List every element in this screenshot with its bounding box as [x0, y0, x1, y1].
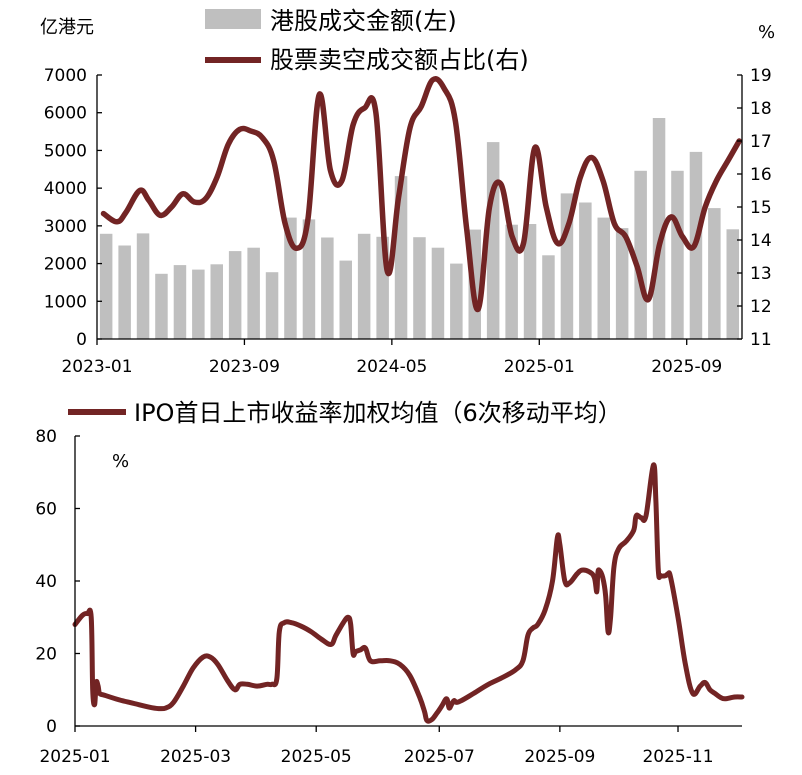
right-tick-label: 18 [750, 99, 772, 119]
bar-24 [542, 255, 555, 339]
x-tick-label: 2025-07 [404, 747, 475, 767]
bar-14 [357, 233, 371, 339]
legend-label-line: 股票卖空成交额占比(右) [270, 46, 529, 74]
left-tick-label: 1000 [44, 292, 87, 312]
bar-28 [615, 228, 629, 339]
bar-3 [155, 273, 168, 339]
bar-7 [228, 251, 242, 339]
right-unit-label: % [758, 22, 775, 43]
legend-top: 港股成交金额(左) 股票卖空成交额占比(右) [205, 7, 529, 74]
bar-6 [210, 264, 223, 339]
bottom-unit-label: % [112, 451, 129, 472]
bar-30 [652, 118, 666, 339]
x-tick-label: 2025-05 [281, 747, 352, 767]
left-tick-label: 5000 [44, 141, 87, 161]
chart-top: 0 1000 2000 3000 4000 5000 6000 7000 11 12 13 14 15 1… [40, 7, 775, 377]
left-tick-label: 4000 [44, 179, 87, 199]
x-tick-label: 2025-03 [160, 747, 231, 767]
left-tick-label: 0 [76, 330, 87, 350]
bar-8 [247, 247, 260, 339]
right-tick-label: 12 [750, 297, 772, 317]
legend-bottom: IPO首日上市收益率加权均值（6次移动平均） [68, 399, 622, 427]
right-tick-label: 15 [750, 198, 772, 218]
bar-13 [339, 260, 352, 339]
bar-11 [302, 219, 316, 339]
bar-5 [192, 269, 205, 339]
bar-34 [726, 229, 739, 339]
y-tick-label: 0 [46, 717, 57, 737]
y-tick-label: 20 [35, 645, 57, 665]
x-tick-label: 2025-01 [504, 357, 575, 377]
y-tick-label: 80 [35, 427, 57, 447]
right-tick-label: 19 [750, 66, 772, 86]
left-tick-label: 2000 [44, 255, 87, 275]
right-tick-label: 16 [750, 165, 772, 185]
bar-0 [99, 233, 113, 339]
bar-23 [523, 224, 537, 339]
bar-12 [321, 237, 334, 339]
left-tick-label: 7000 [44, 66, 87, 86]
bar-2 [136, 233, 150, 339]
line-series-short-ratio [100, 76, 742, 313]
bar-17 [413, 237, 426, 339]
legend-label-bar: 港股成交金额(左) [270, 7, 457, 35]
bar-27 [597, 217, 610, 339]
bar-26 [579, 202, 592, 339]
bar-33 [708, 208, 721, 339]
x-tick-label: 2025-09 [524, 747, 595, 767]
bar-18 [431, 247, 445, 339]
right-tick-label: 11 [750, 330, 772, 350]
x-tick-label: 2025-09 [651, 357, 722, 377]
bar-25 [560, 193, 574, 339]
bar-19 [450, 263, 463, 339]
x-tick-label: 2025-11 [642, 747, 713, 767]
right-tick-label: 13 [750, 264, 772, 284]
right-tick-label: 17 [750, 132, 772, 152]
legend-swatch-bar [205, 9, 261, 29]
left-tick-label: 6000 [44, 104, 87, 124]
legend-label-line: IPO首日上市收益率加权均值（6次移动平均） [134, 399, 622, 427]
x-tick-label: 2023-01 [61, 357, 132, 377]
x-tick-label: 2023-09 [209, 357, 280, 377]
x-tick-label: 2025-01 [39, 747, 110, 767]
line-series-ipo-return [72, 462, 745, 724]
left-unit-label: 亿港元 [40, 17, 94, 38]
bar-1 [118, 245, 131, 339]
right-tick-label: 14 [750, 231, 772, 251]
bar-9 [265, 272, 279, 339]
bar-4 [173, 265, 187, 339]
bar-22 [505, 224, 518, 339]
y-tick-label: 60 [35, 500, 57, 520]
bar-series-turnover [99, 118, 739, 339]
x-tick-label: 2024-05 [356, 357, 427, 377]
y-tick-label: 40 [35, 572, 57, 592]
bar-31 [671, 170, 684, 339]
left-tick-label: 3000 [44, 217, 87, 237]
